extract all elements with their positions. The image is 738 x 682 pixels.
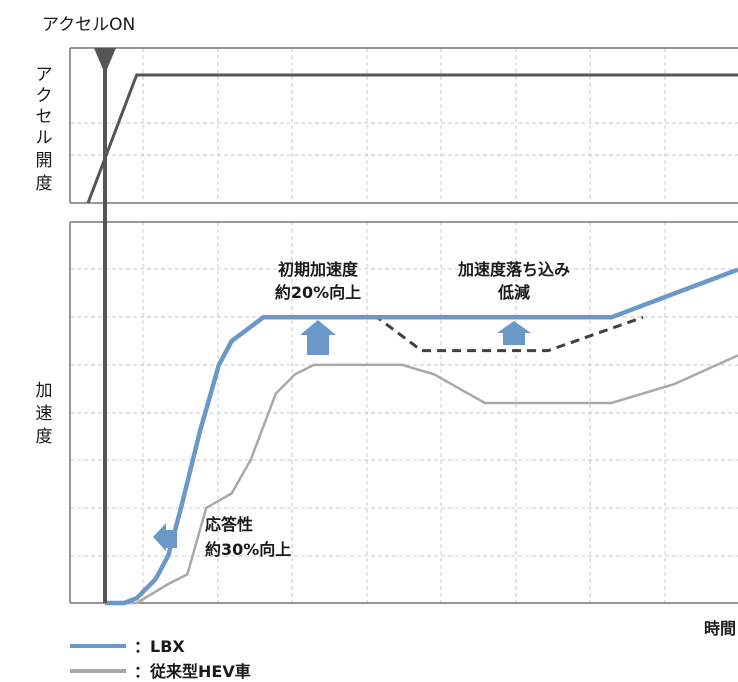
accel-pedal-line — [86, 73, 738, 204]
up-arrow-icon — [300, 320, 336, 355]
accel-panel-grid — [70, 48, 738, 203]
legend: ：LBX ：従来型HEV車 — [70, 637, 251, 681]
legend-label-lbx: ：LBX — [134, 637, 185, 656]
y-label-char: 開 — [36, 151, 53, 171]
annotation-initial-accel-line1: 初期加速度 — [278, 260, 359, 279]
series-line-hev — [105, 354, 738, 605]
x-axis-label: 時間 — [704, 619, 736, 638]
acceleration-panel-grid — [70, 222, 738, 603]
annotation-response-line1: 応答性 — [205, 515, 253, 534]
accel-on-marker-triangle — [94, 48, 116, 74]
acceleration-panel-y-label: 加 速 度 — [36, 381, 53, 447]
y-label-char: ル — [36, 128, 53, 148]
accel-on-label: アクセルON — [42, 15, 135, 35]
up-arrow-icon — [497, 321, 531, 345]
annotation-dip-line2: 低減 — [497, 283, 530, 302]
annotation-initial-accel-line2: 約20%向上 — [275, 283, 361, 302]
series-line-lbx — [105, 267, 738, 606]
y-label-char: 度 — [36, 174, 53, 194]
accel-panel-y-label: ア ク セ ル 開 度 — [36, 65, 53, 194]
annotation-response-line2: 約30%向上 — [205, 540, 291, 559]
y-label-char: 度 — [36, 427, 53, 447]
legend-label-hev: ：従来型HEV車 — [134, 662, 251, 681]
y-label-char: ア — [36, 65, 53, 85]
left-arrow-icon — [153, 523, 177, 551]
series-line-dashed — [358, 315, 644, 353]
y-label-char: セ — [36, 107, 53, 127]
y-label-char: ク — [36, 86, 53, 106]
annotation-dip-line1: 加速度落ち込み — [457, 260, 570, 279]
y-label-char: 速 — [36, 404, 53, 424]
y-label-char: 加 — [36, 381, 53, 401]
